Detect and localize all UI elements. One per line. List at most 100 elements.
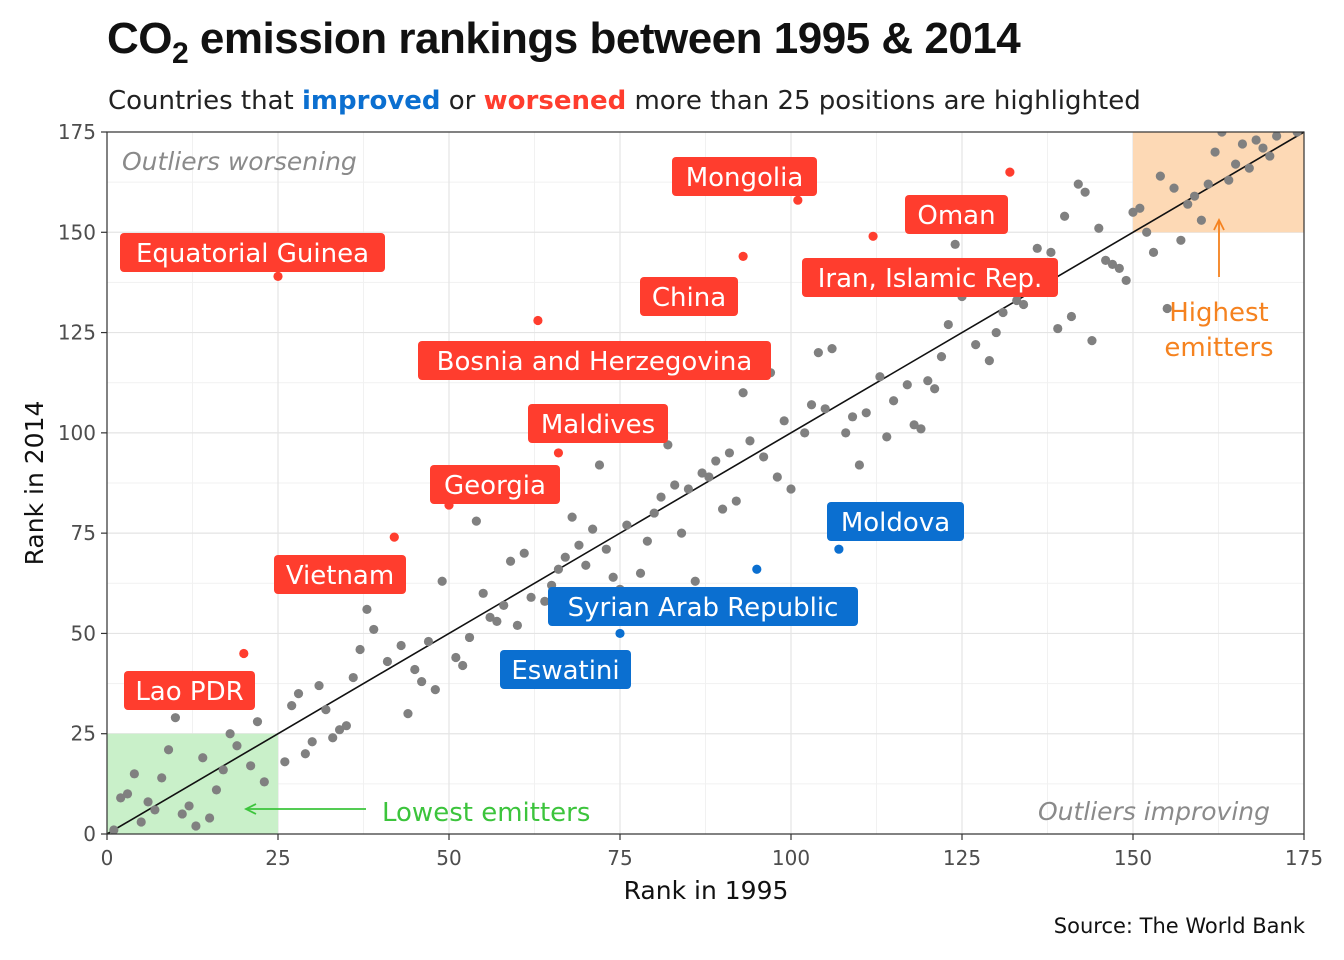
country-label-box [418,341,771,380]
data-point [882,432,892,442]
highest-emitters-label-line1: Highest [1169,298,1269,328]
country-label-box [430,465,560,504]
data-point [1251,135,1261,145]
y-tick-label: 150 [58,220,96,244]
data-point [499,600,509,610]
y-tick-label: 175 [58,120,96,144]
data-point [116,793,126,803]
data-point [649,508,659,518]
highlighted-point [389,532,399,542]
y-tick-label: 125 [58,321,96,345]
data-point [451,652,461,663]
highlighted-point [273,271,283,282]
country-label-text: Moldova [841,508,950,538]
country-label-text: Oman [917,201,995,231]
y-tick-label: 25 [71,722,96,746]
data-point [1046,247,1056,257]
data-point [567,512,577,522]
data-point [827,344,837,354]
data-point [225,729,235,739]
country-label: Bosnia and Herzegovina [418,341,771,380]
data-point [806,400,817,410]
data-point [601,544,611,554]
data-point [724,448,735,458]
subtitle-worsened: worsened [483,86,627,116]
data-point [321,705,331,715]
data-point [1286,119,1295,128]
data-point [485,612,495,622]
data-point [847,412,858,422]
data-point [109,825,119,834]
data-point [464,632,475,643]
data-point [622,520,632,530]
country-label-box [548,587,858,626]
data-point [936,352,947,362]
data-point [348,672,358,683]
data-point [1053,323,1063,334]
data-point [157,773,167,783]
country-label: Mongolia [672,157,817,196]
data-point [1060,211,1070,221]
country-label-box [500,650,631,689]
data-point [1066,311,1077,322]
data-point [287,701,297,711]
data-point [800,428,810,438]
data-point [1183,199,1193,209]
country-label: Moldova [827,502,964,541]
country-label: Maldives [528,404,668,443]
x-tick-label: 125 [943,846,981,870]
data-point [170,713,180,723]
highlighted-point [752,564,762,574]
data-point [314,680,324,691]
data-point [177,809,187,819]
x-tick-label: 150 [1114,846,1152,870]
y-tick-label: 50 [71,621,96,645]
highlighted-point [533,315,543,326]
data-point [136,817,146,827]
country-label: Iran, Islamic Rep. [802,258,1058,297]
data-point [704,472,714,482]
data-point [362,604,372,614]
data-point [943,319,953,330]
data-point [410,664,420,675]
country-label-text: Vietnam [286,561,394,591]
data-point [1176,235,1186,245]
data-point [581,560,591,570]
y-tick-label: 0 [83,822,96,846]
data-point [711,456,721,466]
lowest-emitters-arrowhead [243,803,257,815]
data-point [1101,255,1111,265]
highlighted-point [793,195,803,205]
title-subscript: 2 [172,37,189,70]
data-point [341,721,351,731]
data-point [1272,132,1282,141]
data-point [574,540,584,550]
country-label-text: Mongolia [686,163,804,193]
data-point [1292,132,1302,137]
data-point [163,745,174,755]
data-point [505,556,516,566]
data-point [697,468,707,478]
data-point [307,737,317,747]
country-label-box [905,195,1008,234]
data-point [1148,247,1159,257]
data-point [252,717,263,727]
country-label-box [640,277,738,316]
data-point [382,656,393,667]
data-point [1224,175,1234,185]
data-point [991,327,1001,338]
country-label-box [672,157,817,196]
data-point [1080,187,1090,197]
data-point [889,396,899,406]
country-label-box [120,233,385,272]
data-point [232,741,242,751]
x-tick-label: 75 [607,846,632,870]
data-point [923,376,933,386]
source-note: Source: The World Bank [1053,914,1305,938]
data-point [1018,299,1029,310]
data-point [745,436,755,446]
country-label-text: Equatorial Guinea [136,239,369,269]
data-point [971,340,981,350]
data-point [417,676,427,687]
